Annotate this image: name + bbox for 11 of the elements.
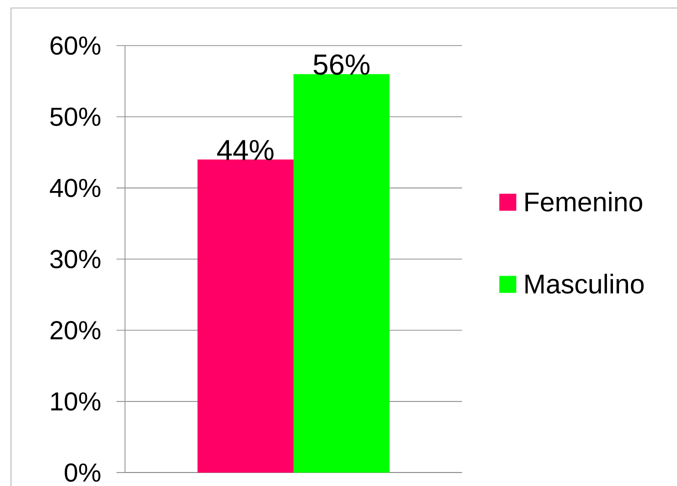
y-tick-label: 30% — [50, 250, 100, 268]
y-tick-label: 60% — [50, 36, 100, 55]
y-tick-label: 20% — [50, 321, 100, 340]
y-tick-label: 40% — [50, 178, 100, 198]
legend-label: Masculino — [525, 274, 644, 294]
legend-label: Femenino — [525, 192, 642, 212]
y-tick-label: 0% — [64, 463, 100, 482]
y-tick-label: 10% — [51, 392, 100, 411]
data-label: 56% — [314, 54, 370, 75]
y-tick-label: 50% — [50, 108, 100, 126]
data-label: 44% — [217, 140, 274, 160]
